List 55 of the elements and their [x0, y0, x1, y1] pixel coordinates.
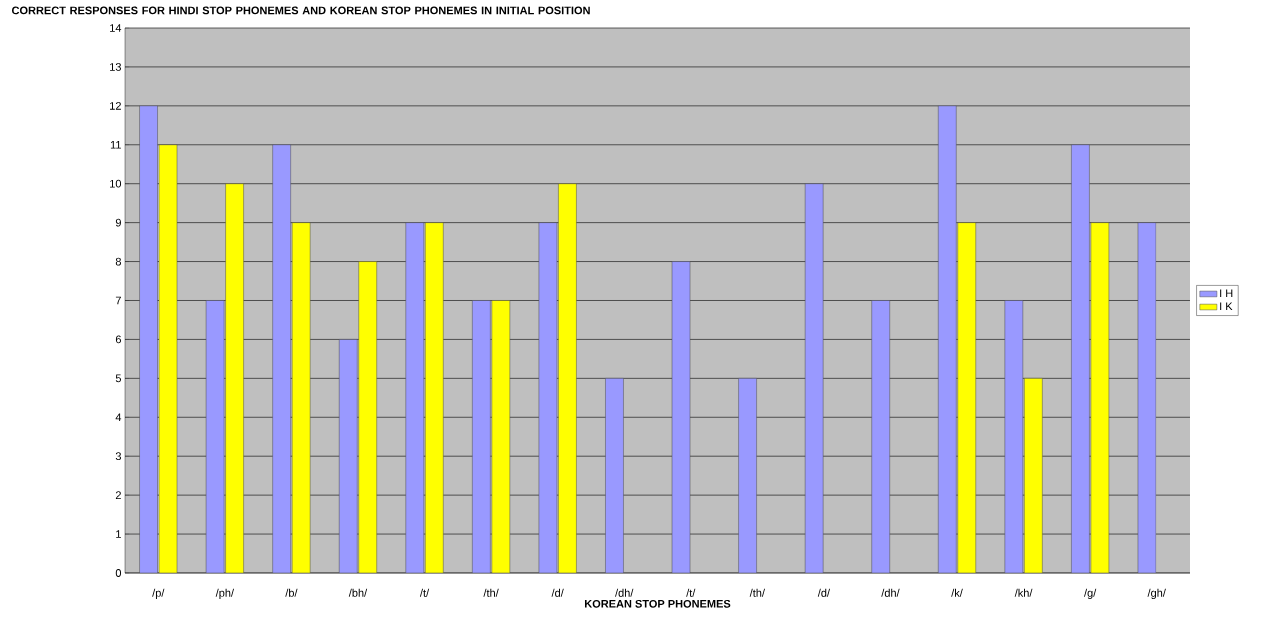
x-tick-label: /kh/ [1014, 588, 1033, 597]
x-tick-label: /p/ [152, 588, 165, 600]
y-tick-label: 9 [115, 218, 121, 227]
y-tick-label: 3 [115, 452, 121, 461]
bar [472, 300, 491, 573]
bar [358, 261, 377, 573]
bar [558, 183, 577, 573]
y-tick-label: 0 [115, 569, 122, 577]
bar [291, 222, 311, 573]
bar [738, 378, 757, 573]
bar [272, 144, 291, 573]
bar [491, 300, 511, 573]
bar [1071, 144, 1090, 573]
y-tick-label: 7 [115, 296, 121, 305]
x-tick-label: /b/ [285, 588, 298, 597]
x-tick-label: /th/ [749, 588, 765, 597]
y-tick-label: 6 [115, 335, 121, 344]
x-tick-label: /dh/ [615, 588, 634, 597]
y-tick-label: 1 [116, 530, 121, 538]
y-tick-label: 2 [115, 491, 121, 499]
y-tick-label: 12 [110, 102, 121, 110]
legend-label: I H [1220, 289, 1233, 297]
bar [957, 222, 977, 573]
x-tick-label: /t/ [419, 588, 430, 597]
y-tick-label: 13 [110, 63, 121, 71]
y-tick-label: 4 [115, 413, 122, 422]
y-tick-label: 14 [110, 24, 122, 32]
bar [804, 183, 824, 573]
chart-title: CORRECT RESPONSES FOR HINDI STOP PHONEMES AND KOREAN STOP PHONEMES IN INITIAL POSITION [12, 6, 590, 15]
x-tick-label: /k/ [951, 588, 963, 597]
legend-label: I K [1220, 302, 1233, 311]
bar [938, 105, 957, 573]
x-tick-label: /ph/ [215, 588, 235, 600]
bar [1004, 300, 1024, 573]
bar [338, 339, 358, 573]
x-tick-label: /t/ [686, 588, 696, 597]
bar [225, 183, 244, 573]
y-tick-label: 8 [115, 257, 121, 266]
bar [605, 378, 624, 573]
y-tick-label: 10 [110, 179, 122, 188]
x-tick-label: /g/ [1084, 588, 1097, 600]
x-axis-title: KOREAN STOP PHONEMES [584, 599, 731, 608]
x-tick-label: /d/ [551, 588, 564, 597]
x-tick-label: /d/ [817, 588, 831, 597]
y-tick-label: 5 [115, 374, 121, 383]
bar [1024, 378, 1043, 573]
x-tick-label: /gh/ [1147, 588, 1166, 600]
x-tick-label: /th/ [483, 588, 499, 597]
bar [871, 300, 890, 573]
y-tick-label: 11 [110, 141, 121, 149]
x-tick-label: /dh/ [881, 588, 900, 597]
x-tick-label: /bh/ [348, 588, 368, 597]
bar [139, 105, 158, 573]
bar [405, 222, 425, 573]
bar [425, 222, 444, 573]
